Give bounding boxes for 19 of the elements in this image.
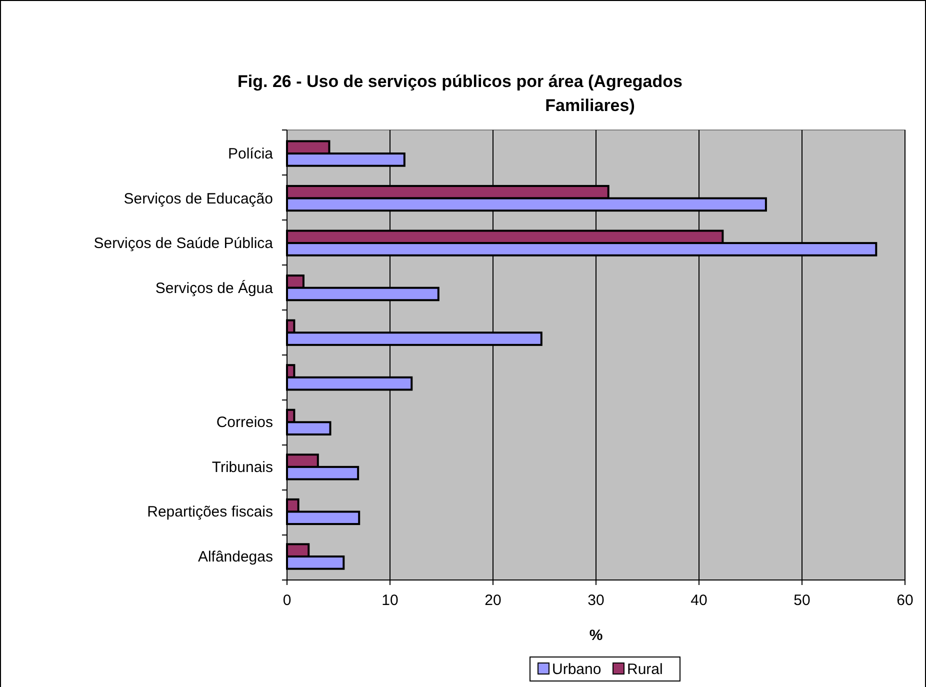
x-axis-title: %	[589, 627, 603, 644]
y-tick-label: Alfândegas	[198, 548, 273, 566]
y-tick-label: Serviços de Água	[155, 278, 274, 297]
x-tick-label: 50	[794, 592, 810, 609]
x-tick-label: 10	[382, 592, 398, 609]
chart-title: Fig. 26 - Uso de serviços públicos por área (Agregados Familiares)	[238, 72, 682, 115]
y-tick-label: Polícia	[228, 146, 274, 163]
legend-label: Urbano	[552, 661, 602, 678]
legend-label: Rural	[627, 661, 663, 678]
x-tick-label: 30	[588, 592, 604, 609]
y-tick-label: Serviços de Saúde Pública	[94, 235, 274, 252]
y-tick-label: Tribunais	[212, 458, 273, 476]
y-tick-label: Serviços de Educação	[124, 190, 273, 208]
y-tick-label: Repartições fiscais	[147, 504, 273, 521]
x-tick-label: 20	[484, 592, 502, 609]
y-tick-label: Correios	[216, 414, 273, 432]
x-tick-label: 0	[282, 592, 292, 609]
x-tick-label: 60	[896, 592, 914, 609]
x-tick-label: 40	[690, 592, 708, 609]
